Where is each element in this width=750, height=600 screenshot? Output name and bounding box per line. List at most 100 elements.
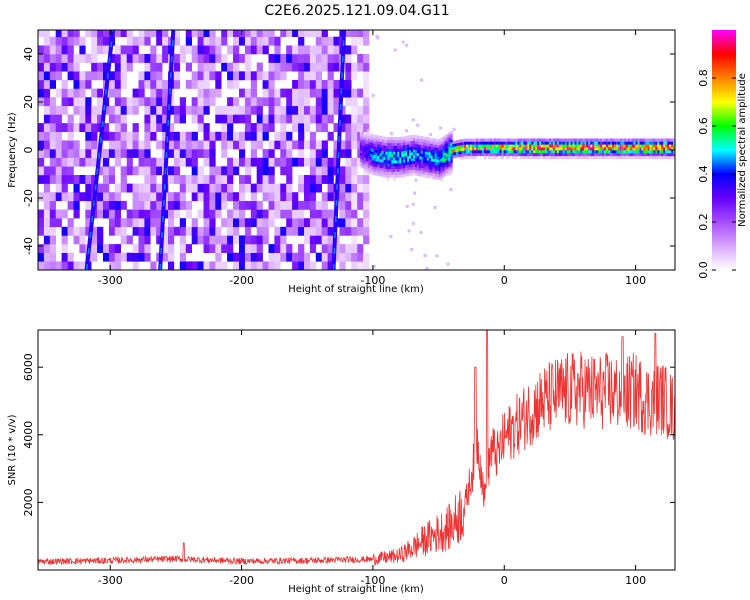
spectrogram-cell — [138, 54, 145, 63]
spectrogram-cell — [38, 192, 45, 202]
spectrogram-tone-cell — [631, 150, 634, 154]
spectrogram-cell — [244, 105, 252, 115]
spectrogram-cell — [103, 30, 110, 37]
spectrogram-tone-cell — [519, 155, 522, 159]
spectrogram-cell — [309, 226, 317, 236]
spectrogram-tone-cell — [420, 136, 424, 140]
spectrogram-tone-cell — [472, 138, 475, 142]
spectrogram-tone-cell — [594, 147, 597, 151]
spectrogram-cell — [286, 62, 293, 72]
spectrogram-tone-cell — [440, 163, 443, 168]
spectrogram-tone-cell — [377, 170, 380, 174]
spectrogram-tone-cell — [373, 172, 376, 176]
spectrogram-cell — [49, 62, 56, 72]
spectrogram-tone-cell — [608, 147, 611, 151]
spectrogram-tone-cell — [409, 152, 412, 156]
spectrogram-cell — [351, 45, 358, 55]
spectrogram-cell — [38, 252, 45, 262]
spectrogram-cell — [363, 71, 370, 81]
spectrogram-cell — [327, 97, 334, 107]
spectrogram-tone-cell — [671, 152, 674, 157]
spectrogram-tone-cell — [448, 138, 451, 142]
spectrogram-cell — [91, 71, 98, 81]
spectrogram-cell — [221, 261, 228, 270]
spectrogram-cell — [61, 209, 68, 219]
spectrogram-tone-cell — [432, 164, 435, 168]
spectrogram-tone-cell — [401, 148, 404, 152]
spectrogram-cell — [209, 244, 216, 253]
spectrogram-cell — [309, 114, 317, 124]
spectrogram-tone-cell — [381, 156, 384, 160]
spectrogram-cell — [345, 166, 352, 176]
colorbar-tick-label: 0.6 — [697, 117, 710, 135]
spectrogram-tone-cell — [545, 138, 548, 142]
spectrogram-cell — [410, 247, 414, 251]
spectrogram-cell — [138, 30, 145, 37]
spectrogram-tone-cell — [426, 160, 430, 164]
spectrogram-tone-cell — [554, 141, 558, 145]
spectrogram-tone-cell — [452, 152, 455, 156]
spectrogram-tone-cell — [631, 138, 634, 142]
spectrogram-tone-cell — [548, 141, 552, 145]
spectrogram-tone-cell — [395, 163, 398, 167]
spectrogram-tone-cell — [533, 150, 536, 154]
spectrogram-cell — [91, 226, 98, 236]
spectrogram-tone-cell — [401, 151, 404, 155]
spectrogram-cell — [55, 183, 62, 193]
spectrogram-cell — [315, 45, 322, 55]
spectrogram-tone-cell — [444, 143, 447, 147]
spectrogram-cell — [114, 149, 121, 158]
spectrogram-tone-cell — [576, 152, 579, 157]
spectrogram-tone-cell — [489, 147, 493, 151]
spectrogram-cell — [203, 200, 210, 210]
spectrogram-cell — [144, 131, 151, 141]
spectrogram-cell — [268, 218, 275, 228]
spectrogram-cell — [203, 71, 210, 81]
spectrogram-cell — [239, 114, 246, 124]
spectrogram-cell — [120, 71, 127, 81]
spectrogram-cell — [233, 166, 240, 176]
spectrogram-tone-cell — [430, 149, 433, 153]
spectrogram-tone-cell — [574, 152, 577, 157]
spectrogram-cell — [67, 226, 74, 236]
spectrogram-cell — [144, 123, 151, 132]
spectrogram-cell — [156, 209, 163, 219]
spectrogram-cell — [327, 36, 334, 46]
spectrogram-cell — [38, 45, 45, 55]
spectrogram-tone-cell — [409, 164, 412, 168]
spectrogram-cell — [203, 183, 210, 193]
spectrogram-tone-cell — [568, 147, 571, 151]
spectrogram-cell — [233, 97, 240, 107]
spectrogram-cell — [38, 149, 45, 158]
spectrogram-cell — [333, 252, 340, 262]
spectrogram-tone-cell — [548, 147, 552, 151]
spectrogram-cell — [321, 226, 328, 236]
spectrogram-tone-cell — [476, 141, 479, 145]
spectrogram-tone-cell — [363, 145, 366, 149]
spectrogram-tone-cell — [610, 144, 613, 148]
spectrogram-cell — [250, 105, 257, 115]
spectrogram-cell — [55, 36, 62, 46]
spectrogram-tone-cell — [369, 156, 372, 160]
spectrogram-cell — [244, 157, 252, 167]
spectrogram-tone-cell — [389, 142, 392, 146]
spectrogram-tone-cell — [505, 138, 508, 142]
spectrogram-tone-cell — [430, 155, 433, 159]
spectrogram-cell — [43, 140, 51, 150]
spectrogram-cell — [321, 140, 328, 150]
spectrogram-tone-cell — [411, 169, 414, 173]
spectrogram-tone-cell — [529, 144, 532, 148]
spectrogram-tone-cell — [434, 150, 437, 154]
spectrogram-cell — [209, 209, 216, 219]
spectrogram-tone-cell — [639, 150, 642, 154]
spectrogram-cell — [274, 131, 281, 141]
spectrogram-cell — [173, 149, 181, 158]
spectrogram-tone-cell — [361, 142, 365, 146]
spectrogram-cell — [209, 131, 216, 141]
spectrogram-tone-cell — [572, 155, 575, 159]
spectrogram-tone-cell — [495, 141, 498, 145]
spectrogram-tone-cell — [367, 150, 370, 154]
spectrogram-tone-cell — [416, 144, 420, 148]
spectrogram-cell — [114, 183, 121, 193]
spectrogram-cell — [55, 30, 62, 37]
